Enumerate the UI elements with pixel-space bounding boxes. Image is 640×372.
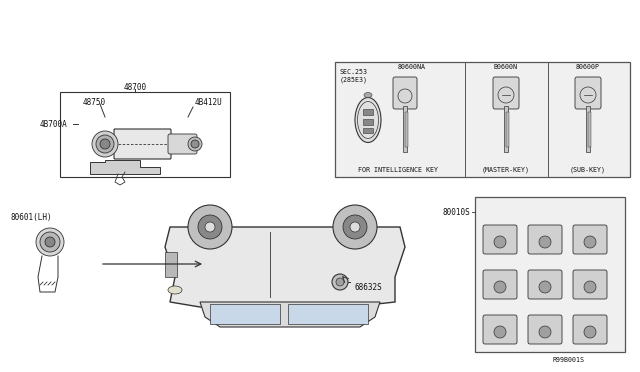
FancyBboxPatch shape: [483, 270, 517, 299]
FancyBboxPatch shape: [168, 134, 197, 154]
Bar: [475, 197, 625, 352]
FancyBboxPatch shape: [483, 225, 517, 254]
Bar: [288, 304, 368, 324]
Text: 4B412U: 4B412U: [195, 97, 223, 106]
Polygon shape: [200, 302, 380, 327]
Circle shape: [584, 236, 596, 248]
Bar: [363, 128, 373, 133]
Text: (SUB-KEY): (SUB-KEY): [570, 167, 606, 173]
Text: 48750: 48750: [83, 97, 106, 106]
Bar: [588, 112, 591, 147]
FancyBboxPatch shape: [573, 315, 607, 344]
Bar: [586, 106, 590, 152]
Circle shape: [343, 215, 367, 239]
Circle shape: [539, 326, 551, 338]
Circle shape: [584, 281, 596, 293]
FancyBboxPatch shape: [393, 77, 417, 109]
Circle shape: [45, 237, 55, 247]
Text: 48700: 48700: [124, 83, 147, 92]
Text: SEC.253
(285E3): SEC.253 (285E3): [340, 69, 368, 83]
Bar: [335, 62, 630, 177]
FancyBboxPatch shape: [575, 77, 601, 109]
Text: B0600N: B0600N: [494, 64, 518, 70]
Circle shape: [332, 274, 348, 290]
Text: 80600P: 80600P: [576, 64, 600, 70]
Circle shape: [191, 140, 199, 148]
FancyBboxPatch shape: [528, 270, 562, 299]
Text: 80601(LH): 80601(LH): [10, 212, 52, 221]
FancyBboxPatch shape: [573, 225, 607, 254]
Ellipse shape: [168, 286, 182, 294]
Circle shape: [36, 228, 64, 256]
FancyBboxPatch shape: [483, 315, 517, 344]
Circle shape: [336, 278, 344, 286]
Text: 80600NA: 80600NA: [398, 64, 426, 70]
Polygon shape: [165, 227, 405, 312]
Circle shape: [539, 236, 551, 248]
Circle shape: [188, 137, 202, 151]
Circle shape: [188, 205, 232, 249]
Circle shape: [539, 281, 551, 293]
Circle shape: [494, 236, 506, 248]
FancyBboxPatch shape: [114, 129, 171, 159]
Polygon shape: [90, 160, 160, 174]
Circle shape: [584, 326, 596, 338]
Circle shape: [100, 139, 110, 149]
Ellipse shape: [355, 97, 381, 142]
FancyBboxPatch shape: [528, 315, 562, 344]
Text: 80010S: 80010S: [442, 208, 470, 217]
Bar: [165, 252, 177, 277]
Circle shape: [494, 326, 506, 338]
Bar: [210, 304, 280, 324]
Bar: [363, 109, 373, 115]
Circle shape: [494, 281, 506, 293]
Circle shape: [198, 215, 222, 239]
Bar: [405, 112, 408, 147]
Circle shape: [96, 135, 114, 153]
FancyBboxPatch shape: [528, 225, 562, 254]
FancyBboxPatch shape: [573, 270, 607, 299]
Circle shape: [40, 232, 60, 252]
Text: FOR INTELLIGENCE KEY: FOR INTELLIGENCE KEY: [358, 167, 438, 173]
FancyBboxPatch shape: [493, 77, 519, 109]
Circle shape: [205, 222, 215, 232]
Text: R99B001S: R99B001S: [553, 357, 585, 363]
Text: 68632S: 68632S: [355, 282, 383, 292]
Bar: [504, 106, 508, 152]
Bar: [60, 92, 230, 177]
Bar: [403, 106, 407, 152]
Text: (MASTER-KEY): (MASTER-KEY): [482, 167, 530, 173]
Circle shape: [350, 222, 360, 232]
Bar: [363, 119, 373, 125]
Circle shape: [92, 131, 118, 157]
Circle shape: [333, 205, 377, 249]
Ellipse shape: [364, 93, 372, 97]
Bar: [506, 112, 509, 147]
Text: 4B700A: 4B700A: [40, 119, 68, 128]
